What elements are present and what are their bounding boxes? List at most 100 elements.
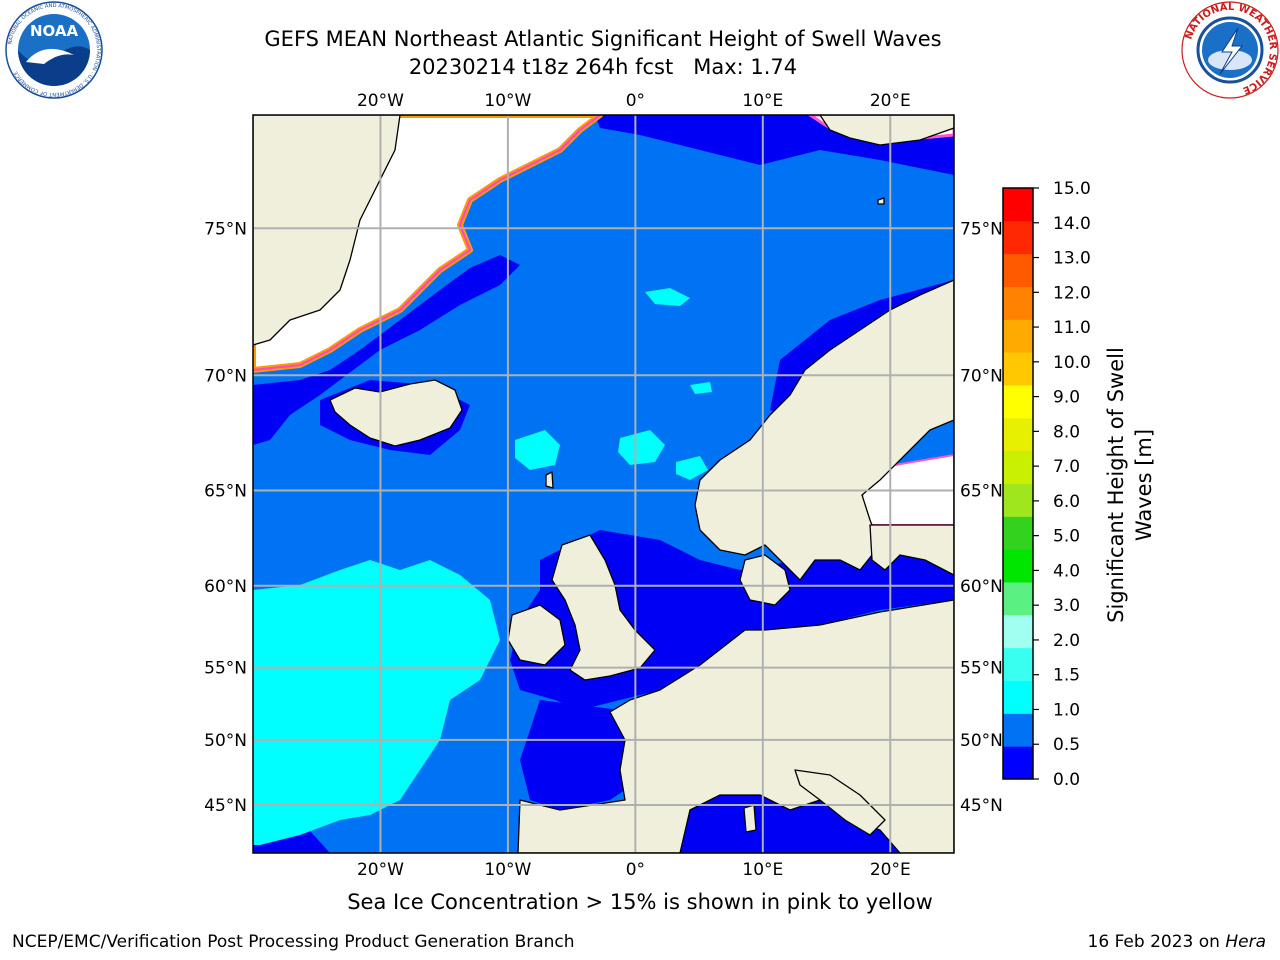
colorbar-tick-label: 2.0 [1053,631,1080,651]
noaa-logo-text: NOAA [30,22,79,40]
colorbar-tick-label: 7.0 [1053,457,1080,477]
colorbar: 0.0 0.5 1.0 1.5 2.0 3.0 4.0 5.0 6.0 7.0 8.0 9.0 10.0… [1002,179,1091,790]
footer-date-text: 16 Feb 2023 on [1087,932,1226,952]
high-swell-regions [253,288,712,845]
chart-title: GEFS MEAN Northeast Atlantic Significant… [264,27,942,51]
lon-tick-label-top: 20°W [357,91,404,111]
colorbar-tick-label: 14.0 [1053,214,1091,234]
high-swell-patch-d [676,456,708,480]
land-masses [253,115,954,853]
colorbar-tick-label: 11.0 [1053,318,1091,338]
nws-logo: NATIONAL WEATHER SERVICE [1181,1,1279,99]
colorbar-tick-label: 13.0 [1053,249,1091,269]
lon-tick-label-top: 10°E [742,91,783,111]
colorbar-tick-label: 0.5 [1053,735,1080,755]
lon-tick-label-bottom: 20°E [870,860,911,880]
lat-tick-label-right: 50°N [960,731,1003,751]
colorbar-frame [1002,187,1034,780]
colorbar-swatch [1003,417,1033,452]
land-iceland [329,379,463,447]
colorbar-tick-label: 9.0 [1053,388,1080,408]
high-swell-atlantic-main [253,560,500,845]
map-frame [252,114,955,854]
sea-ice-edge [253,115,602,371]
colorbar-tick-label: 3.0 [1053,596,1080,616]
land-faroe [545,471,554,489]
footer-credit: NCEP/EMC/Verification Post Processing Pr… [12,932,575,952]
land-great-britain [551,534,656,681]
chart-subtitle: 20230214 t18z 264h fcst Max: 1.74 [408,55,798,79]
high-swell-patch-b [618,430,665,465]
lat-tick-label-left: 65°N [204,481,247,501]
colorbar-swatch [1003,450,1033,484]
lat-tick-label-left: 50°N [204,731,247,751]
lat-tick-label-right: 75°N [960,219,1003,239]
land-italy-coast [794,769,886,836]
lon-tick-label-top: 0° [626,91,645,111]
colorbar-swatch [1003,680,1033,714]
lon-tick-label-top: 20°E [870,91,911,111]
map-tick-labels: 20°W 20°W 10°W 10°W 0° 0° 10°E 10°E 20°E 20°E 75°N… [204,91,1003,880]
footer-date: 16 Feb 2023 on Hera [1088,932,1266,952]
high-swell-patch-c [645,288,690,306]
colorbar-swatch [1003,220,1033,255]
lat-tick-label-left: 70°N [204,366,247,386]
colorbar-swatch [1003,614,1033,649]
lat-tick-label-left: 60°N [204,577,247,597]
high-swell-patch-e [690,382,712,394]
lon-tick-label-bottom: 10°E [742,860,783,880]
colorbar-label: Significant Height of Swell Waves [m] [1104,347,1156,623]
colorbar-tick-label: 6.0 [1053,492,1080,512]
footer-host: Hera [1225,932,1266,952]
lon-tick-label-bottom: 0° [626,860,645,880]
lat-tick-label-left: 45°N [204,796,247,816]
colorbar-swatch [1003,188,1033,222]
lat-tick-label-left: 55°N [204,659,247,679]
colorbar-tick-label: 10.0 [1053,353,1091,373]
colorbar-tick-label: 1.0 [1053,700,1080,720]
land-ireland [507,604,566,666]
colorbar-tick-label: 15.0 [1053,179,1091,199]
colorbar-tick-label: 5.0 [1053,527,1080,547]
colorbar-tick-label: 0.0 [1053,770,1080,790]
colorbar-swatch [1003,253,1033,287]
colorbar-swatch [1003,549,1033,583]
colorbar-swatch [1003,385,1033,419]
colorbar-tick-label: 4.0 [1053,561,1080,581]
colorbar-swatch [1003,483,1033,517]
colorbar-swatch [1003,647,1033,681]
lat-tick-label-right: 60°N [960,577,1003,597]
lat-tick-label-right: 70°N [960,366,1003,386]
land-denmark [739,554,791,606]
colorbar-swatch [1003,286,1033,320]
lat-tick-label-right: 65°N [960,481,1003,501]
colorbar-swatch [1003,516,1033,550]
colorbar-swatch [1003,746,1033,780]
lat-tick-label-left: 75°N [204,219,247,239]
colorbar-swatch [1003,582,1033,616]
land-svalbard [819,115,954,146]
sea-ice-caption-text: Sea Ice Concentration > 15% is shown in … [347,890,933,914]
colorbar-swatch [1003,319,1033,353]
colorbar-tick-label: 8.0 [1053,422,1080,442]
lon-tick-label-top: 10°W [484,91,531,111]
colorbar-tick-label: 12.0 [1053,283,1091,303]
colorbar-swatch [1003,713,1033,747]
land-corsica [743,804,757,833]
colorbar-tick-label: 1.5 [1053,666,1080,686]
map-area [253,115,954,853]
low-swell-greenland-shelf [253,255,520,445]
lon-tick-label-bottom: 10°W [484,860,531,880]
lat-tick-label-right: 45°N [960,796,1003,816]
land-bear-island [877,197,885,205]
lon-tick-label-bottom: 20°W [357,860,404,880]
noaa-logo: NOAA NATIONAL OCEANIC AND ATMOSPHERIC AD… [5,1,103,99]
map-grid [253,115,954,853]
lat-tick-label-right: 55°N [960,659,1003,679]
high-swell-patch-a [515,430,560,470]
colorbar-swatch [1003,352,1033,386]
low-swell-biscay [520,700,640,810]
sea-ice-caption: Sea Ice Concentration > 15% is shown in … [0,890,1280,914]
land-greenland [253,115,401,346]
